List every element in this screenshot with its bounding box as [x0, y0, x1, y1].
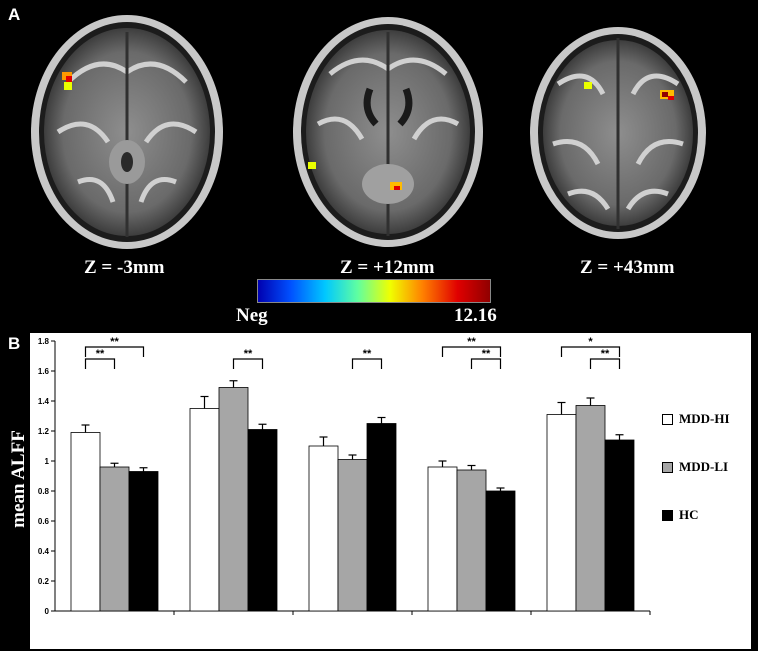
y-tick-label: 0.4 — [38, 547, 50, 556]
significance-bracket — [441, 346, 502, 357]
slice-label-1: Z = -3mm — [84, 257, 165, 278]
bar-mdd-hi-4 — [546, 414, 577, 612]
significance-bracket — [560, 346, 621, 357]
significance-label: ** — [601, 348, 610, 360]
y-tick-label: 1.8 — [38, 337, 50, 346]
panel-a-label: A — [8, 5, 21, 24]
y-tick-label: 1.2 — [38, 427, 50, 436]
bar-hc-1 — [247, 429, 278, 612]
y-tick-label: 1.4 — [38, 397, 50, 406]
bar-mdd-li-3 — [456, 469, 487, 612]
legend-item-mdd-hi: MDD-HI — [662, 411, 730, 427]
slice-label-2: Z = +12mm — [340, 257, 435, 278]
legend-swatch-mdd-li — [662, 461, 673, 473]
significance-bracket — [84, 346, 145, 357]
bar-hc-3 — [485, 490, 516, 612]
bar-mdd-hi-3 — [427, 466, 458, 612]
bar-chart: 0 0.2 0.4 0.6 0.8 1 1.2 1.4 1.6 1.8 ** ** ** ** ** ** * *… — [30, 333, 751, 649]
significance-bracket — [470, 358, 502, 369]
y-tick-label: 0 — [45, 607, 50, 616]
brain-slice-axial-3 — [530, 27, 706, 239]
y-tick-label: 0.2 — [38, 577, 50, 586]
brain-slice-axial-2 — [293, 17, 483, 247]
bar-mdd-hi-0 — [70, 432, 101, 612]
legend-label: MDD-HI — [679, 411, 730, 426]
significance-label: ** — [244, 348, 253, 360]
bar-mdd-li-1 — [218, 387, 249, 612]
slice-label-3: Z = +43mm — [580, 257, 675, 278]
significance-label: ** — [482, 348, 491, 360]
legend-item-hc: HC — [662, 507, 699, 523]
y-tick-label: 1 — [45, 457, 50, 466]
significance-bracket — [589, 358, 621, 369]
category-label-r-dlpfc: r-dlPFC — [575, 625, 639, 645]
significance-label: ** — [467, 336, 476, 348]
bar-hc-4 — [604, 439, 635, 612]
significance-label: ** — [96, 348, 105, 360]
brain-slice-axial-1 — [31, 15, 223, 249]
y-tick-label: 0.6 — [38, 517, 50, 526]
y-tick-label: 0.8 — [38, 487, 50, 496]
chart-svg: 00.20.40.60.811.21.41.61.8 **** ** ********… — [38, 336, 651, 616]
legend-swatch-mdd-hi — [662, 413, 673, 425]
bar-mdd-hi-1 — [189, 408, 220, 612]
category-label-l-dlpfc: l-dlPFC — [453, 625, 515, 645]
colorbar-min-label: Neg — [236, 305, 268, 326]
colorbar — [257, 279, 491, 303]
category-label-l-calcarine: l-Calcarine — [318, 625, 404, 645]
y-tick-label: 1.6 — [38, 367, 50, 376]
significance-label: ** — [363, 348, 372, 360]
bar-mdd-li-4 — [575, 405, 606, 612]
colorbar-max-label: 12.16 — [454, 305, 497, 326]
legend-label: MDD-LI — [679, 459, 729, 474]
significance-bracket — [232, 358, 264, 369]
bar-hc-0 — [128, 471, 159, 612]
bar-mdd-li-2 — [337, 459, 368, 612]
category-label-r-mtg: r-MTG — [212, 625, 270, 645]
panel-b-label: B — [8, 334, 21, 353]
y-axis-label: mean ALFF — [7, 430, 29, 528]
category-label-r-ifg-ai: r-IFG/AI — [88, 625, 160, 645]
legend-item-mdd-li: MDD-LI — [662, 459, 728, 475]
bar-mdd-li-0 — [99, 466, 130, 612]
bar-hc-2 — [366, 423, 397, 612]
significance-label: * — [588, 336, 593, 348]
legend-label: HC — [679, 507, 699, 522]
legend-swatch-hc — [662, 509, 673, 521]
bar-mdd-hi-2 — [308, 445, 339, 612]
significance-bracket — [84, 358, 116, 369]
significance-bracket — [351, 358, 383, 369]
significance-label: ** — [110, 336, 119, 348]
